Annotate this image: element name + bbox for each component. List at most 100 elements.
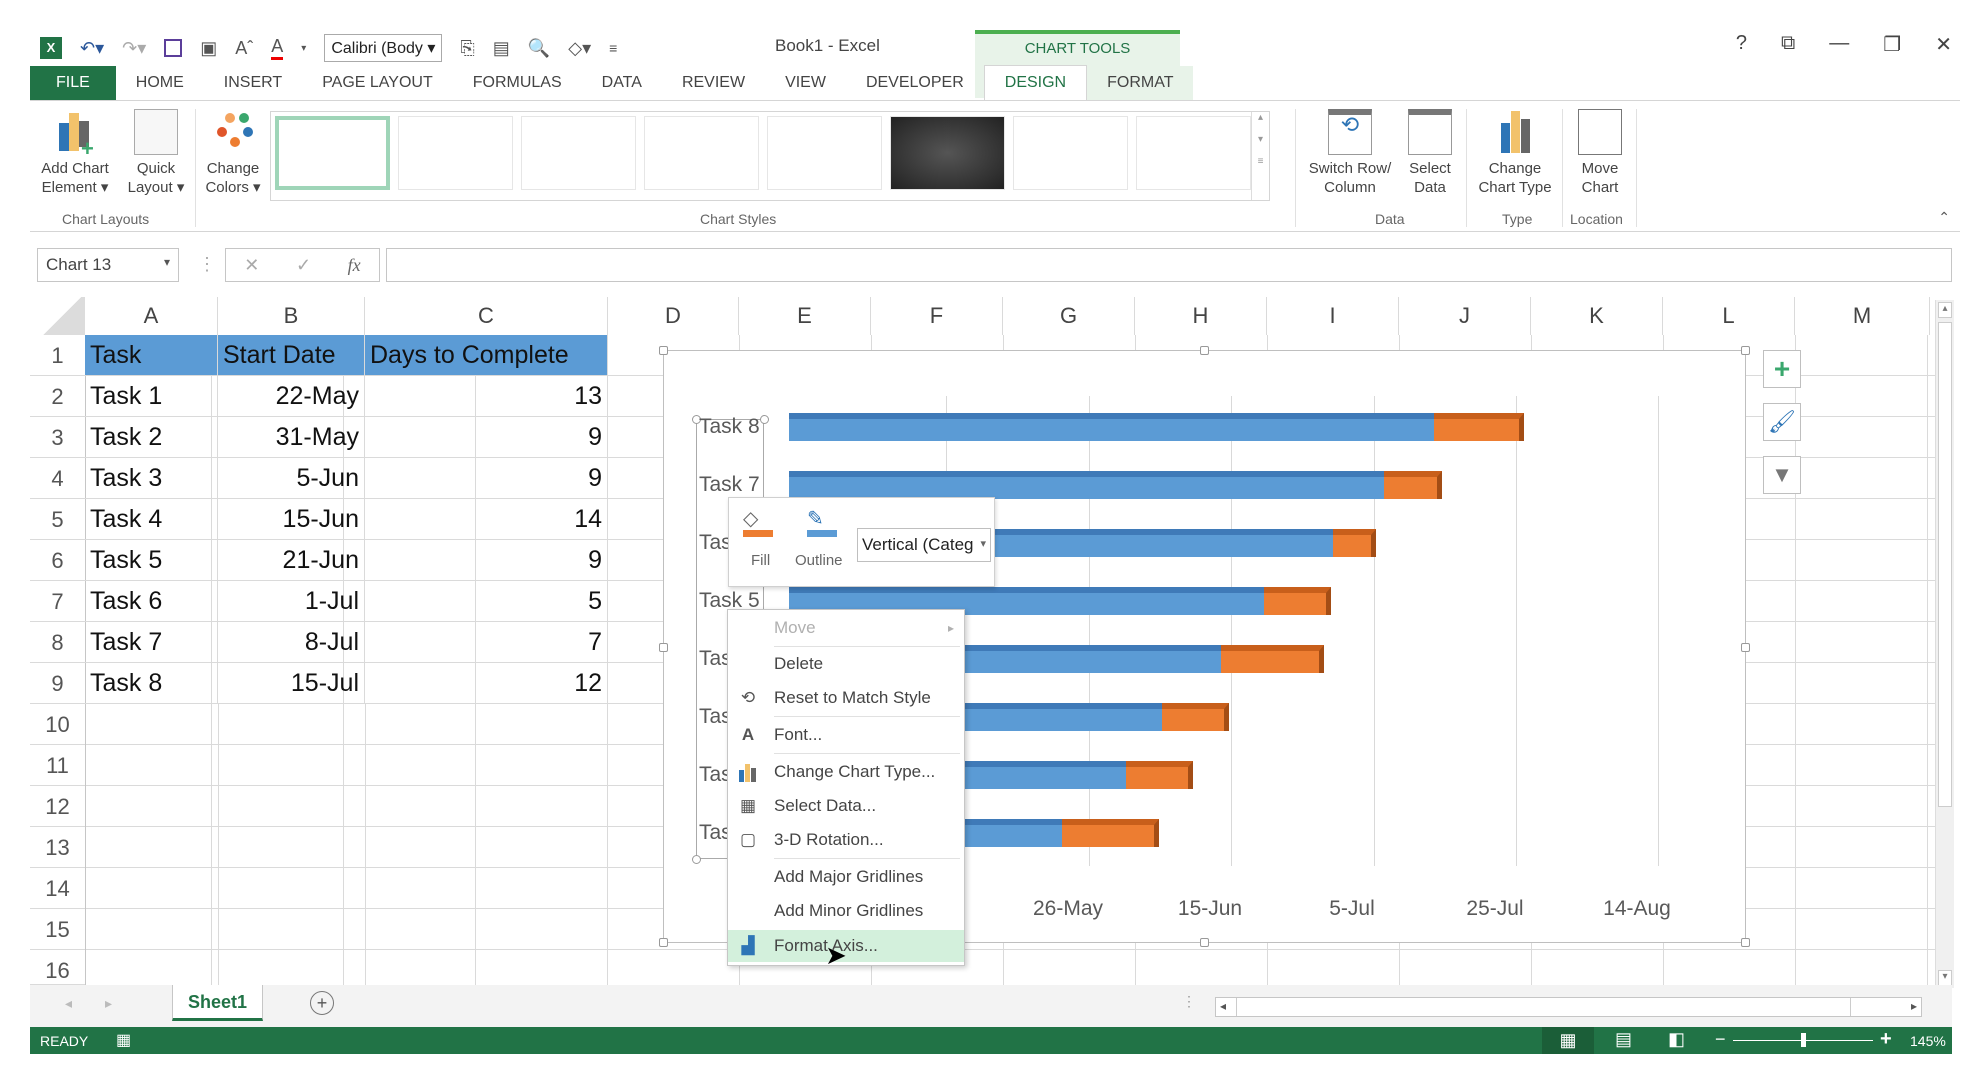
scroll-down-icon[interactable]: ▾	[1938, 970, 1952, 986]
tab-file[interactable]: FILE	[30, 66, 116, 100]
column-header-m[interactable]: M	[1795, 297, 1930, 335]
cell-a4[interactable]: Task 3	[85, 458, 218, 499]
resize-handle[interactable]	[1741, 346, 1750, 355]
font-color-icon[interactable]: A	[271, 36, 284, 60]
bar-task-8[interactable]	[789, 413, 1524, 441]
chart-style-5[interactable]	[767, 116, 882, 190]
chart-styles-button[interactable]: 🖌	[1763, 403, 1801, 441]
tab-formulas[interactable]: FORMULAS	[472, 74, 562, 91]
name-box[interactable]: Chart 13 ▾	[37, 248, 179, 282]
row-header-15[interactable]: 15	[30, 909, 85, 950]
column-header-j[interactable]: J	[1399, 297, 1531, 335]
tab-view[interactable]: VIEW	[785, 74, 826, 91]
chart-filters-button[interactable]: ▼	[1763, 456, 1801, 494]
menu-item-font[interactable]: A Font...	[728, 719, 964, 751]
resize-handle[interactable]	[1741, 938, 1750, 947]
add-sheet-button[interactable]: +	[310, 991, 334, 1015]
chart-style-4[interactable]	[644, 116, 759, 190]
resize-handle[interactable]	[1200, 346, 1209, 355]
change-colors-button[interactable]: Change Colors ▾	[200, 109, 266, 197]
column-header-f[interactable]: F	[871, 297, 1003, 335]
cell-b6[interactable]: 21-Jun	[218, 540, 365, 581]
menu-item-change-chart-type[interactable]: Change Chart Type...	[728, 756, 964, 788]
sheet-tab-sheet1[interactable]: Sheet1	[172, 985, 263, 1021]
quick-layout-button[interactable]: Quick Layout ▾	[122, 109, 190, 197]
horizontal-scroll-thumb[interactable]	[1236, 998, 1851, 1016]
row-header-4[interactable]: 4	[30, 458, 85, 499]
page-break-view-icon[interactable]: ◧	[1668, 1029, 1686, 1049]
cell-b9[interactable]: 15-Jul	[218, 663, 365, 704]
gallery-scroll[interactable]: ▴ ▾ ≡	[1251, 112, 1269, 200]
form-icon[interactable]: ▤	[492, 37, 510, 58]
fill-button[interactable]: ◇	[743, 506, 779, 540]
row-header-3[interactable]: 3	[30, 417, 85, 458]
change-chart-type-button[interactable]: Change Chart Type	[1472, 109, 1558, 197]
tab-review[interactable]: REVIEW	[681, 74, 746, 91]
resize-handle[interactable]	[659, 938, 668, 947]
row-header-10[interactable]: 10	[30, 704, 85, 745]
row-header-5[interactable]: 5	[30, 499, 85, 540]
print-preview-icon[interactable]: 🔍	[527, 37, 551, 58]
resize-handle[interactable]	[692, 855, 701, 864]
add-chart-element-button[interactable]: + Add Chart Element ▾	[34, 109, 116, 197]
cell-a3[interactable]: Task 2	[85, 417, 218, 458]
column-header-g[interactable]: G	[1003, 297, 1135, 335]
enter-icon[interactable]: ✓	[295, 254, 312, 275]
chart-style-7[interactable]	[1013, 116, 1128, 190]
resize-handle[interactable]	[1741, 643, 1750, 652]
vertical-scrollbar[interactable]: ▴ ▾	[1935, 300, 1954, 988]
cell-c9[interactable]: 12	[365, 663, 608, 704]
tab-insert[interactable]: INSERT	[223, 74, 283, 91]
column-header-a[interactable]: A	[85, 297, 218, 335]
tab-page-layout[interactable]: PAGE LAYOUT	[322, 74, 433, 91]
select-all-button[interactable]	[30, 297, 85, 335]
zoom-slider-thumb[interactable]	[1801, 1033, 1806, 1047]
cell-c2[interactable]: 13	[365, 376, 608, 417]
menu-item-delete[interactable]: Delete	[774, 654, 824, 673]
vertical-scroll-thumb[interactable]	[1938, 322, 1952, 807]
resize-handle[interactable]	[760, 415, 769, 424]
zoom-level[interactable]: 145%	[1910, 1033, 1946, 1049]
tab-data[interactable]: DATA	[601, 74, 642, 91]
menu-item-add-minor-gridlines[interactable]: Add Minor Gridlines	[774, 901, 924, 920]
scroll-right-icon[interactable]: ▸	[1910, 999, 1917, 1013]
menu-item-format-axis[interactable]: ▟ Format Axis...	[728, 930, 964, 962]
row-header-1[interactable]: 1	[30, 335, 85, 376]
customize-qat-icon[interactable]: ≡	[609, 40, 618, 56]
cell-a9[interactable]: Task 8	[85, 663, 218, 704]
column-header-h[interactable]: H	[1135, 297, 1267, 335]
cell-a6[interactable]: Task 5	[85, 540, 218, 581]
tab-design[interactable]: DESIGN	[983, 65, 1088, 101]
row-header-11[interactable]: 11	[30, 745, 85, 786]
cell-c7[interactable]: 5	[365, 581, 608, 622]
resize-handle[interactable]	[692, 415, 701, 424]
cell-c4[interactable]: 9	[365, 458, 608, 499]
column-header-l[interactable]: L	[1663, 297, 1795, 335]
insert-function-icon[interactable]: fx	[347, 254, 361, 275]
move-chart-button[interactable]: Move Chart	[1568, 109, 1632, 197]
splitter-grip-icon[interactable]: ⋮	[1182, 993, 1196, 1009]
cell-b7[interactable]: 1-Jul	[218, 581, 365, 622]
tab-developer[interactable]: DEVELOPER	[865, 74, 964, 91]
page-layout-view-icon[interactable]: ▤	[1615, 1029, 1633, 1049]
chevron-down-icon[interactable]: ▾	[163, 255, 170, 269]
chart-style-3[interactable]	[521, 116, 636, 190]
undo-icon[interactable]: ↶▾	[80, 37, 105, 58]
column-header-c[interactable]: C	[365, 297, 608, 335]
cell-a8[interactable]: Task 7	[85, 622, 218, 663]
menu-item-reset-to-match-style[interactable]: ⟲ Reset to Match Style	[728, 682, 964, 714]
chart-element-dropdown[interactable]: Vertical (Categ ▾	[857, 528, 991, 562]
row-header-6[interactable]: 6	[30, 540, 85, 581]
cell-b2[interactable]: 22-May	[218, 376, 365, 417]
minimize-icon[interactable]: —	[1829, 32, 1850, 54]
tab-home[interactable]: HOME	[135, 74, 184, 91]
normal-view-icon[interactable]: ▦	[1542, 1027, 1594, 1054]
cell-c5[interactable]: 14	[365, 499, 608, 540]
formula-input[interactable]	[386, 248, 1952, 282]
chart-style-8[interactable]	[1136, 116, 1251, 190]
menu-item-3d-rotation[interactable]: ▢ 3-D Rotation...	[728, 824, 964, 856]
row-header-16[interactable]: 16	[30, 950, 85, 985]
cell-a1[interactable]: Task	[85, 335, 218, 376]
save-icon[interactable]	[164, 39, 183, 57]
column-header-d[interactable]: D	[608, 297, 739, 335]
